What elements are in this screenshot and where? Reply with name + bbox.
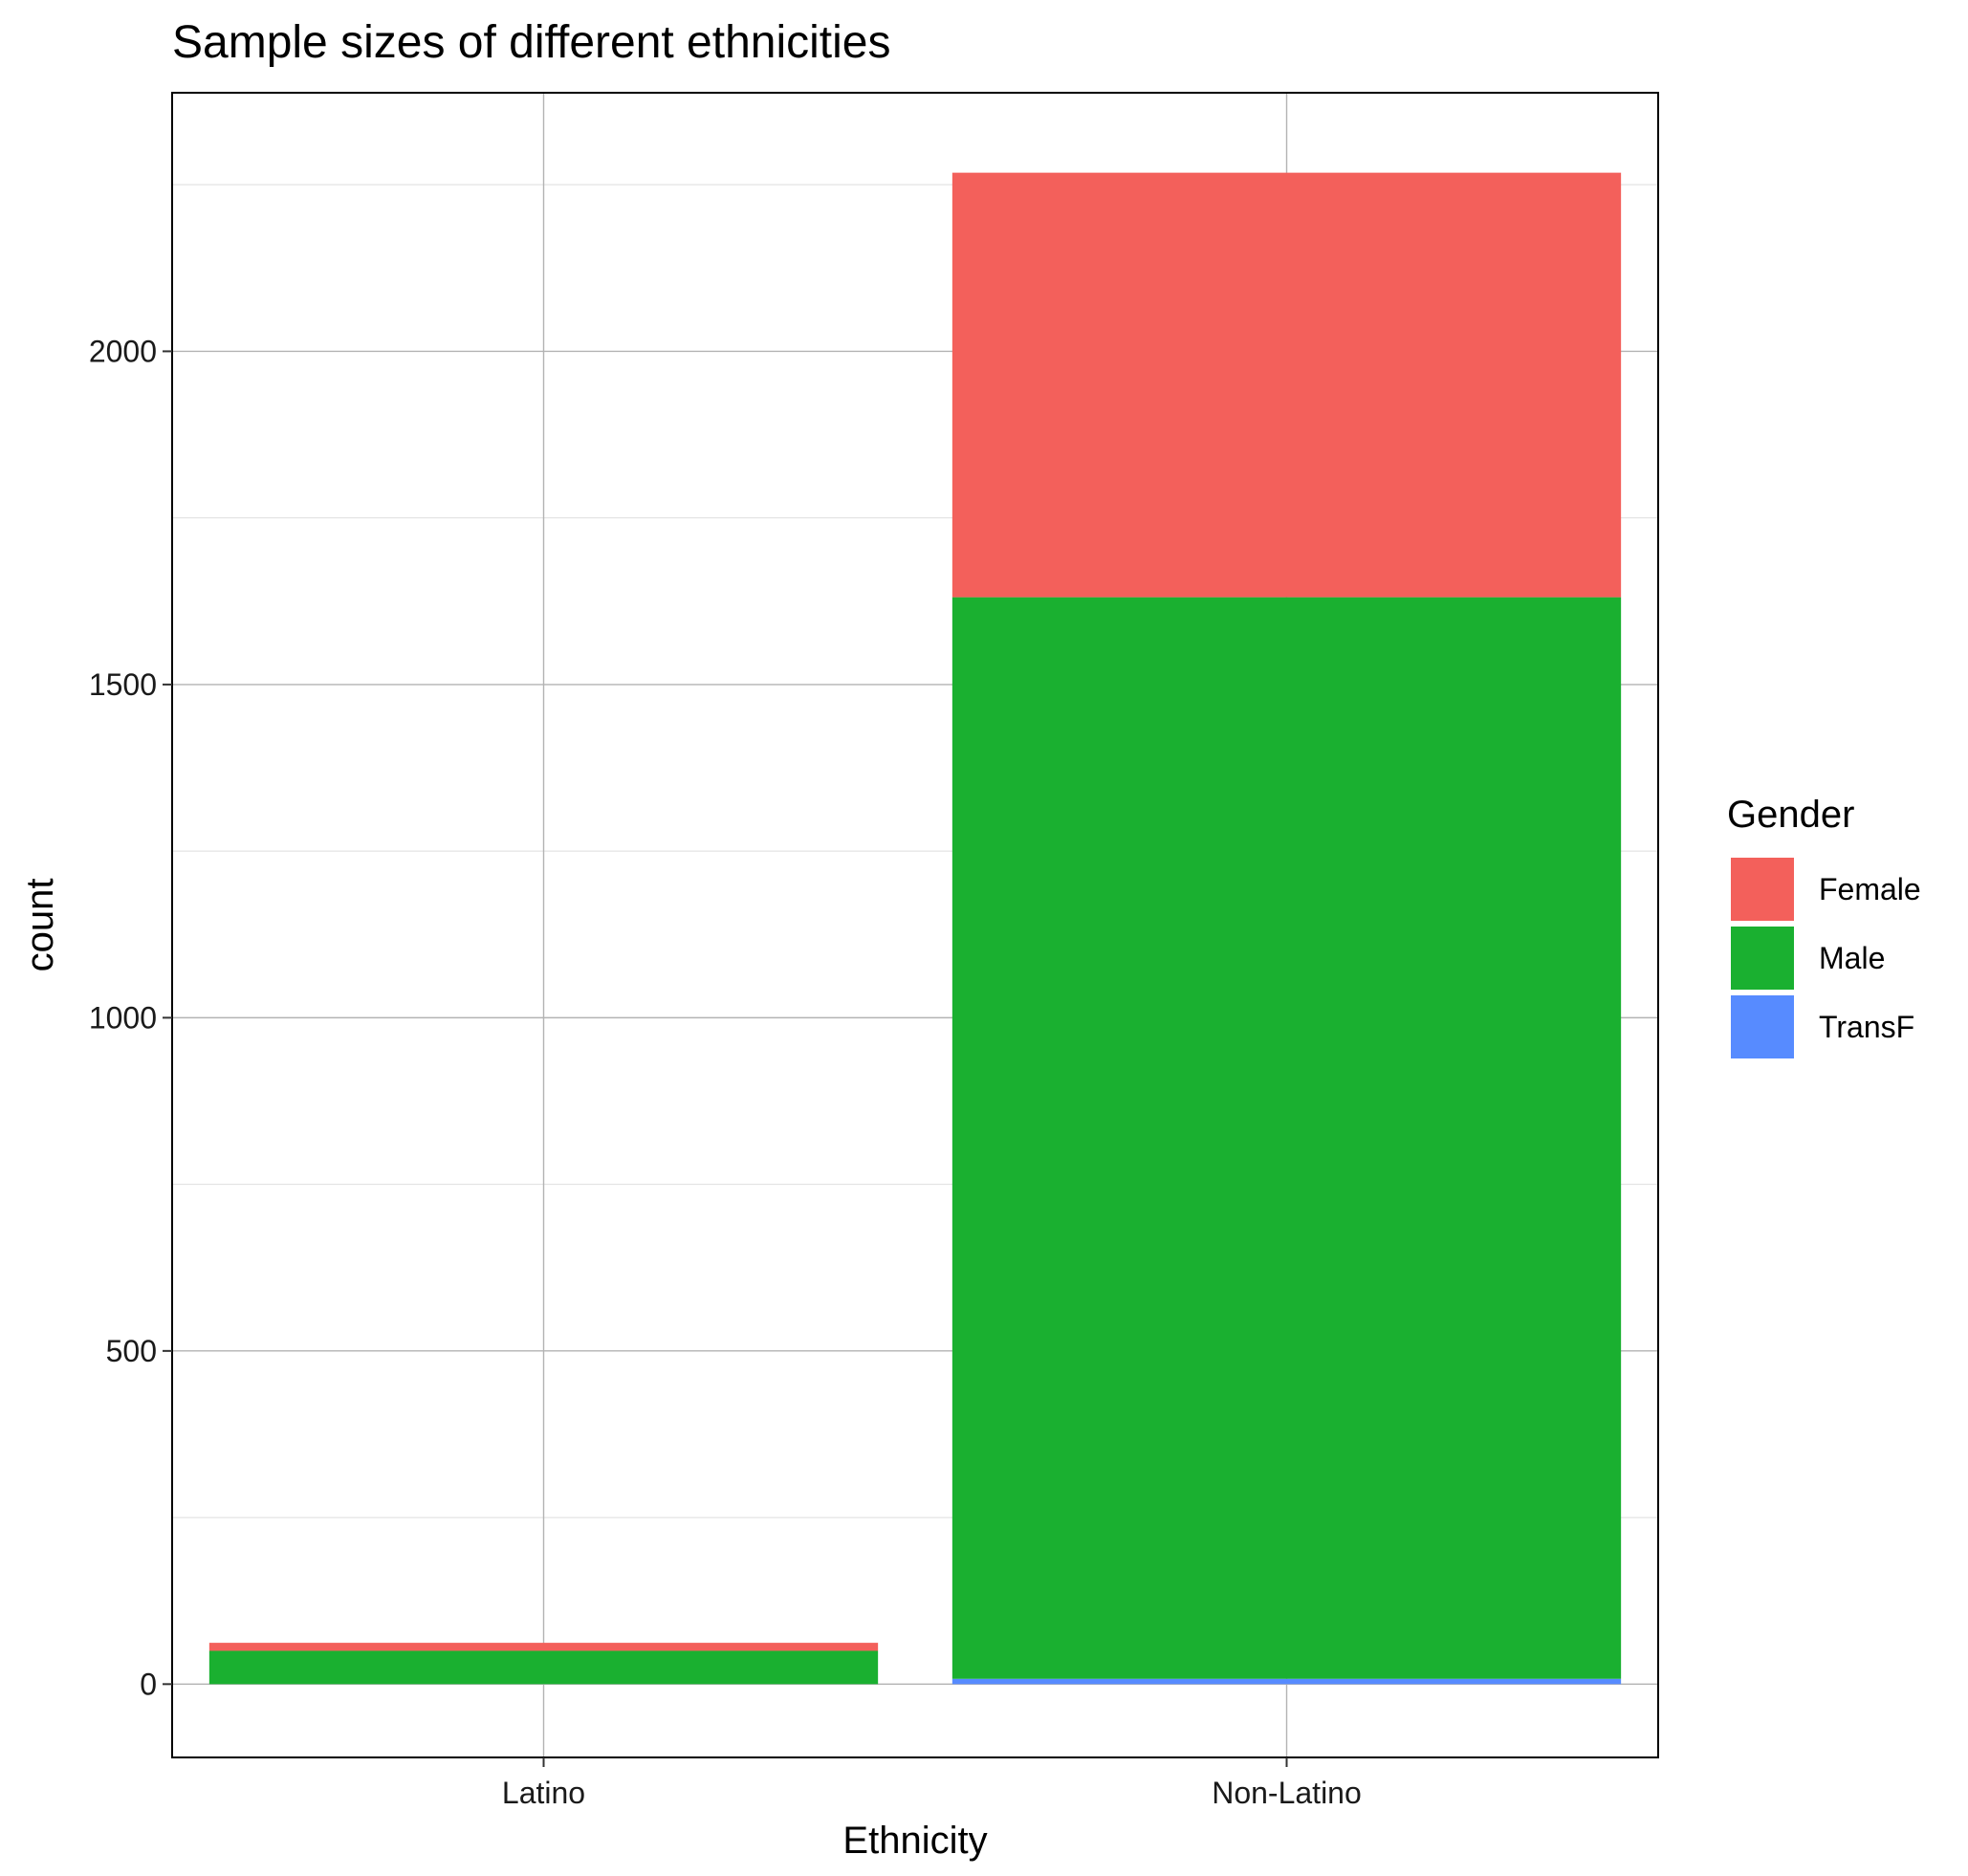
legend: Gender Female Male TransF <box>1727 794 1921 1058</box>
bar-non-latino-transf <box>951 1678 1622 1685</box>
bar-latino-female <box>208 1643 879 1651</box>
legend-label-transf: TransF <box>1819 1010 1914 1044</box>
y-tick-label: 500 <box>106 1334 157 1368</box>
y-tick-label: 1500 <box>89 667 157 702</box>
y-tick-label: 0 <box>140 1667 157 1701</box>
legend-key-female <box>1731 858 1794 921</box>
axis-ticks: 0 500 1000 1500 2000 Latino Non-Latino <box>89 334 1362 1810</box>
bar-latino-male <box>208 1650 879 1685</box>
legend-key-male <box>1731 927 1794 990</box>
bars <box>208 172 1622 1685</box>
legend-label-female: Female <box>1819 872 1921 906</box>
legend-items: Female Male TransF <box>1731 858 1921 1058</box>
x-tick-label: Latino <box>502 1776 585 1810</box>
bar-non-latino-male <box>951 597 1622 1679</box>
bar-non-latino-female <box>951 172 1622 598</box>
plot-panel-border <box>171 92 1659 1758</box>
x-tick-label: Non-Latino <box>1212 1776 1362 1810</box>
legend-label-male: Male <box>1819 941 1885 975</box>
legend-title: Gender <box>1727 794 1854 836</box>
y-tick-label: 2000 <box>89 334 157 368</box>
chart-title: Sample sizes of different ethnicities <box>172 17 891 68</box>
y-axis-title: count <box>19 879 61 972</box>
x-axis-title: Ethnicity <box>842 1820 987 1862</box>
y-tick-label: 1000 <box>89 1000 157 1035</box>
legend-key-transf <box>1731 995 1794 1058</box>
